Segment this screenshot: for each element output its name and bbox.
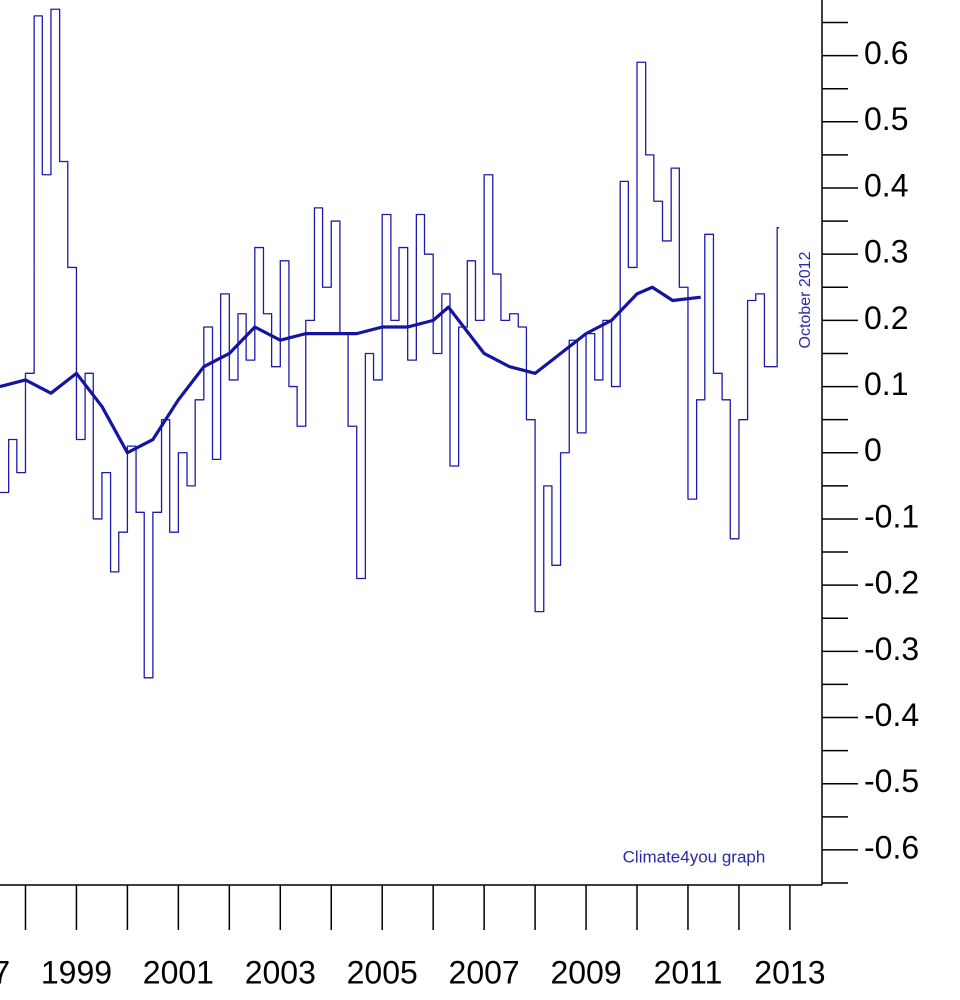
x-tick-label: 2009 <box>550 954 621 990</box>
credit-annotation: Climate4you graph <box>623 847 766 866</box>
y-tick-label: -0.3 <box>864 631 919 667</box>
y-tick-label: 0.3 <box>864 234 908 270</box>
monthly-line <box>0 8 780 679</box>
x-tick-label: 2007 <box>449 954 520 990</box>
y-tick-label: 0.5 <box>864 101 908 137</box>
y-tick-label: 0 <box>864 432 882 468</box>
y-tick-label: 0.1 <box>864 366 908 402</box>
y-tick-label: -0.5 <box>864 763 919 799</box>
y-tick-label: -0.1 <box>864 498 919 534</box>
y-tick-label: -0.2 <box>864 565 919 601</box>
y-tick-label: 0.7 <box>864 0 908 5</box>
x-tick-label: 2001 <box>143 954 214 990</box>
running-mean-line <box>0 285 701 455</box>
x-tick-label: 2005 <box>347 954 418 990</box>
y-tick-label: -0.4 <box>864 697 919 733</box>
x-tick-label: 1999 <box>41 954 112 990</box>
y-tick-label: 0.4 <box>864 167 908 203</box>
x-tick-label: 2013 <box>754 954 825 990</box>
y-tick-label: 0.6 <box>864 35 908 71</box>
y-tick-label: -0.6 <box>864 829 919 865</box>
x-tick-label: 2011 <box>654 954 723 990</box>
y-tick-label: 0.2 <box>864 300 908 336</box>
date-annotation: October 2012 <box>797 251 814 348</box>
x-tick-label: 2003 <box>245 954 316 990</box>
x-tick-label: 1997 <box>0 954 10 990</box>
